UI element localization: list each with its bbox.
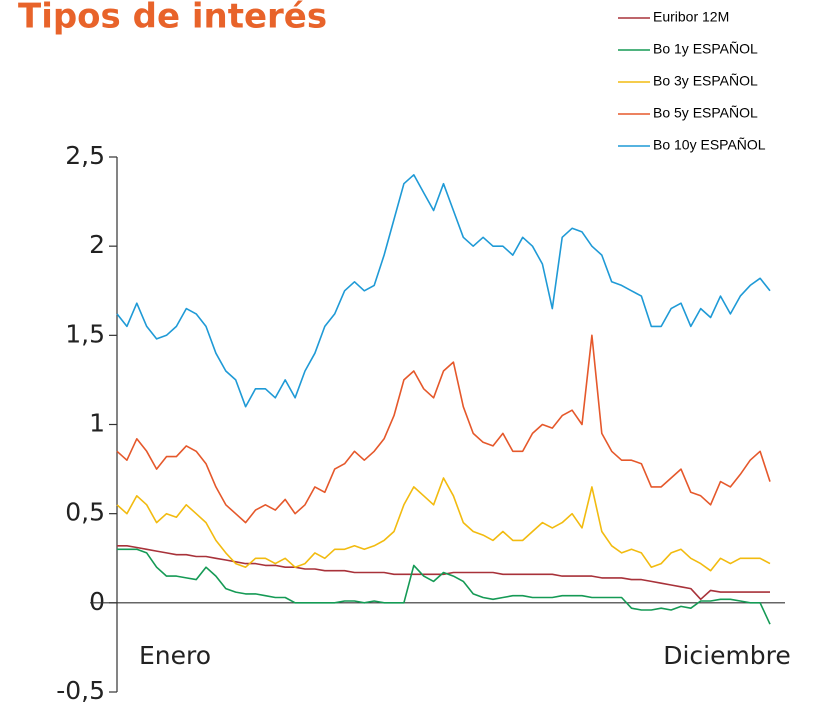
series-line <box>116 477 771 572</box>
legend-label: Bo 5y ESPAÑOL <box>653 105 758 121</box>
y-tick-label: 2,5 <box>65 141 105 170</box>
legend-label: Euribor 12M <box>653 9 729 25</box>
series-line <box>117 548 771 625</box>
x-label: Diciembre <box>663 641 791 670</box>
series-line <box>117 545 770 601</box>
y-tick-label: 1,5 <box>65 319 105 348</box>
legend-label: Bo 10y ESPAÑOL <box>653 137 766 153</box>
y-tick-label: 2 <box>89 230 105 259</box>
legend-label: Bo 3y ESPAÑOL <box>653 73 758 89</box>
y-tick-label: 0,5 <box>65 498 105 527</box>
legend-label: Bo 1y ESPAÑOL <box>653 41 758 57</box>
y-tick-label: 1 <box>89 409 105 438</box>
x-label: Enero <box>139 641 211 670</box>
y-tick-label: -0,5 <box>56 676 105 705</box>
series-line <box>116 334 771 524</box>
chart-title: Tipos de interés <box>18 0 327 37</box>
series-line <box>116 174 771 408</box>
y-tick-label: 0 <box>89 587 105 616</box>
